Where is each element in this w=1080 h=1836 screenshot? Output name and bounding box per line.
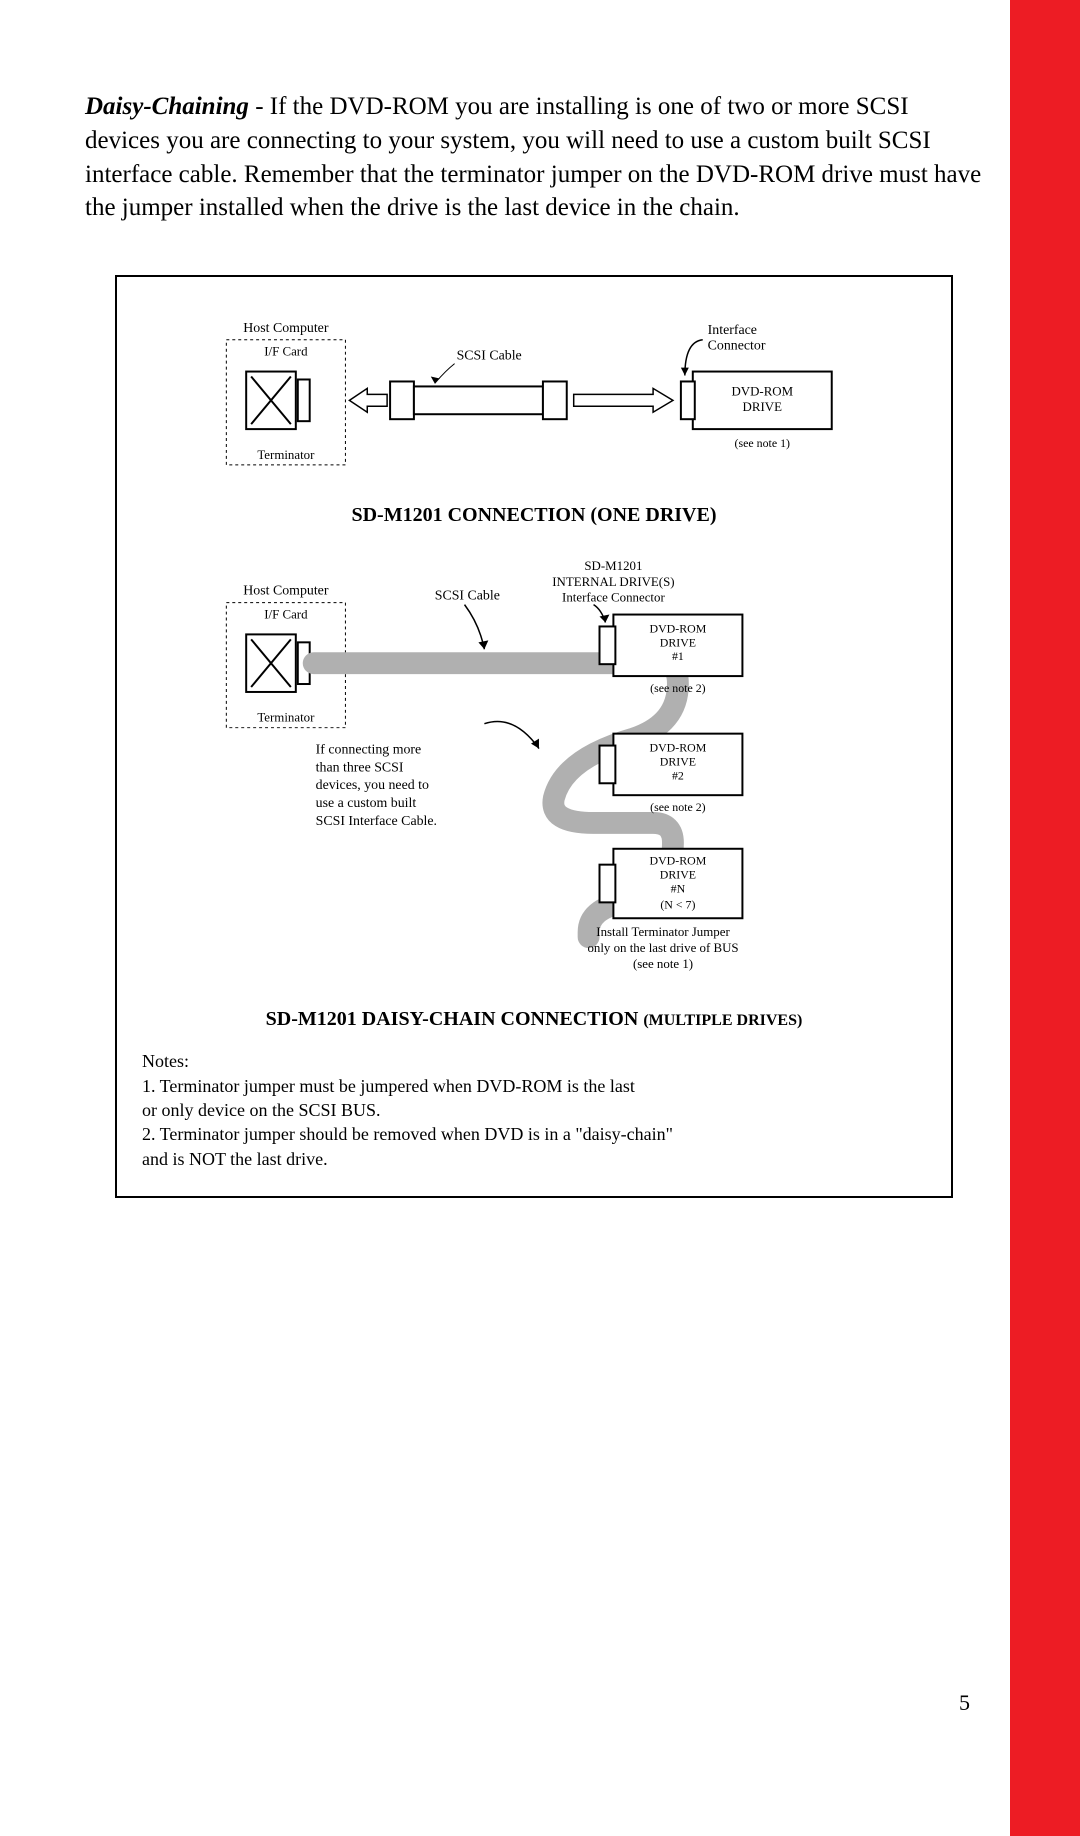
caption-daisy-chain: SD-M1201 DAISY-CHAIN CONNECTION (MULTIPL… [137,1008,931,1031]
label-host-computer: Host Computer [243,321,329,336]
label-host-computer-2: Host Computer [243,583,329,598]
caption-one-drive: SD-M1201 CONNECTION (ONE DRIVE) [137,504,931,527]
label-if-card: I/F Card [264,345,308,359]
figure-box: Host Computer I/F Card Terminator SCSI C… [115,275,953,1198]
label-driveN-a: DVD-ROM [650,853,707,867]
label-drive1-a: DVD-ROM [650,621,707,635]
label-custom-1: If connecting more [316,742,422,757]
note-1a: 1. Terminator jumper must be jumpered wh… [142,1074,926,1098]
label-driveN-b: DRIVE [660,867,696,881]
label-interface-conn-2: Connector [708,339,766,354]
label-note2a: (see note 2) [650,681,706,695]
intro-paragraph: Daisy-Chaining - If the DVD-ROM you are … [85,90,985,225]
label-drive1-b: DRIVE [660,635,696,649]
label-drive1-c: #1 [672,649,684,663]
red-sidebar [1010,0,1080,1836]
label-if-card-2: I/F Card [264,607,308,621]
intro-term: Daisy-Chaining [85,93,249,120]
label-heading-3: Interface Connector [562,590,665,604]
label-scsi-cable-2: SCSI Cable [435,588,500,603]
label-custom-2: than three SCSI [316,760,404,775]
label-drive2-b: DRIVE [660,754,696,768]
page-number: 5 [959,1690,970,1716]
label-terminator: Terminator [257,448,315,462]
note-2b: and is NOT the last drive. [142,1147,926,1171]
caption2-small: (MULTIPLE DRIVES) [643,1012,802,1029]
label-install-1: Install Terminator Jumper [596,925,730,939]
label-install-2: only on the last drive of BUS [587,941,738,955]
notes-heading: Notes: [142,1049,926,1073]
diagram-daisy-chain: SD-M1201 INTERNAL DRIVE(S) Interface Con… [137,555,931,997]
label-heading-2: INTERNAL DRIVE(S) [552,574,674,588]
label-interface-conn-1: Interface [708,323,757,338]
diagram-one-drive: Host Computer I/F Card Terminator SCSI C… [137,312,931,486]
label-terminator-2: Terminator [257,710,315,724]
label-dvd-rom-1: DVD-ROM [731,384,793,398]
label-drive2-a: DVD-ROM [650,740,707,754]
caption2-main: SD-M1201 DAISY-CHAIN CONNECTION [266,1008,644,1030]
label-custom-5: SCSI Interface Cable. [316,814,437,829]
label-note2b: (see note 2) [650,800,706,814]
label-install-3: (see note 1) [633,957,693,971]
label-heading-1: SD-M1201 [584,559,642,573]
label-driveN-d: (N < 7) [660,897,695,911]
note-2a: 2. Terminator jumper should be removed w… [142,1122,926,1146]
label-scsi-cable: SCSI Cable [457,349,522,364]
label-dvd-rom-1b: DRIVE [743,400,783,414]
label-driveN-c: #N [671,881,686,895]
notes-section: Notes: 1. Terminator jumper must be jump… [137,1049,931,1170]
label-custom-4: use a custom built [316,796,417,811]
label-custom-3: devices, you need to [316,778,429,793]
label-note1: (see note 1) [735,436,791,450]
label-drive2-c: #2 [672,768,684,782]
page-content: Daisy-Chaining - If the DVD-ROM you are … [0,0,1080,1198]
note-1b: or only device on the SCSI BUS. [142,1098,926,1122]
